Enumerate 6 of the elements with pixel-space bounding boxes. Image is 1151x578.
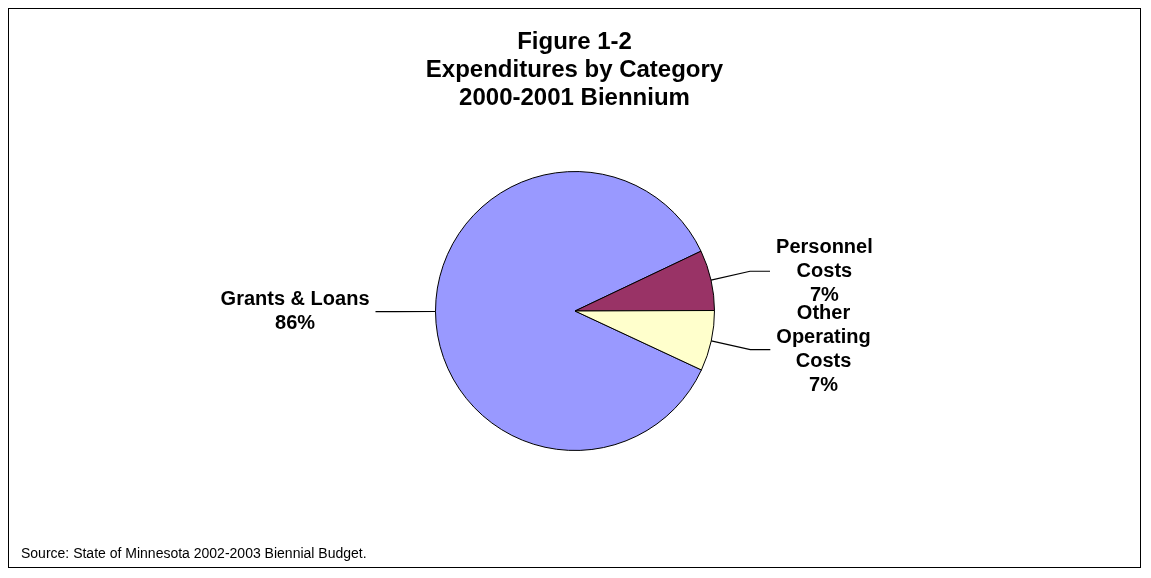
source-note: Source: State of Minnesota 2002-2003 Biennial Budget. — [21, 545, 367, 561]
data-label: 86% — [274, 311, 315, 334]
data-label: 7% — [808, 373, 838, 396]
slice-label: Personnel Costs — [775, 234, 873, 281]
slice-label: Grants & Loans — [220, 287, 369, 310]
chart-title: Figure 1-2 Expenditures by Category 2000-2001 Biennium — [424, 27, 725, 111]
